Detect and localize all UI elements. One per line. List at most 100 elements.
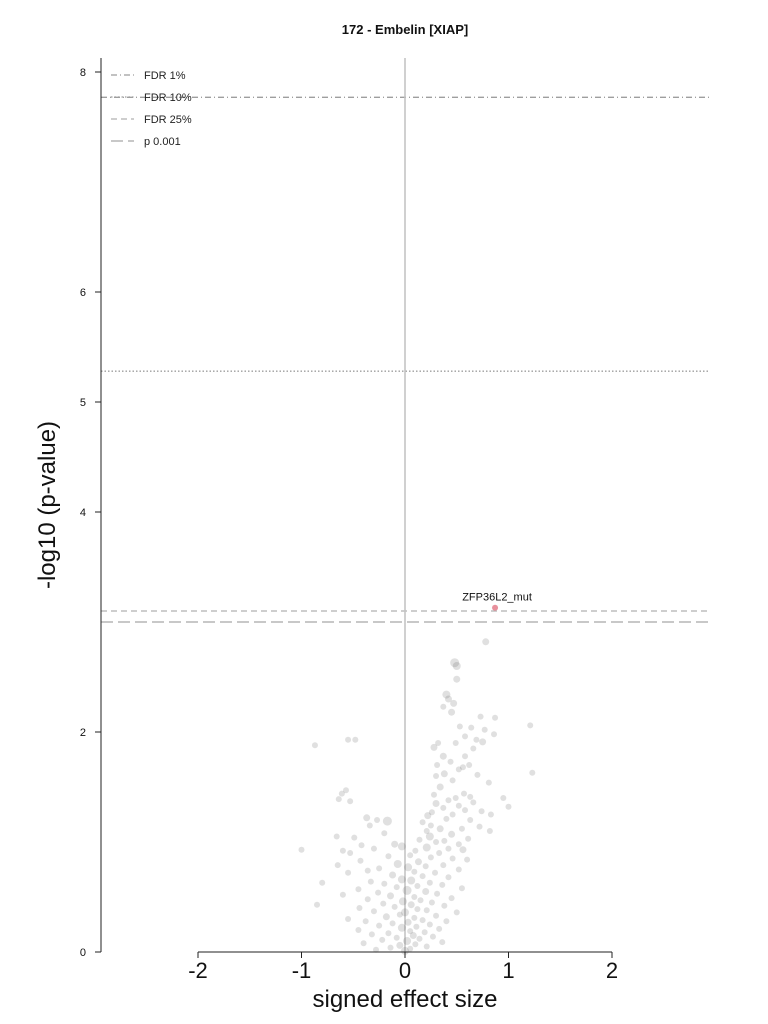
x-tick-label: -1 [292,958,312,983]
data-point [434,762,441,768]
data-point [479,738,487,746]
data-point [442,690,451,699]
data-point [396,911,403,918]
data-point [436,925,443,932]
data-point [452,740,459,746]
data-point [380,900,387,907]
data-point [407,901,415,909]
data-point [416,935,423,942]
data-point [476,823,483,830]
data-point [492,714,499,721]
data-point [436,850,443,856]
data-point [527,722,534,729]
data-point [319,879,326,886]
data-point [467,793,474,800]
legend-label: p 0.001 [144,136,181,148]
data-point [407,928,414,935]
data-point [387,892,395,900]
data-point [440,703,447,710]
data-point [373,946,380,953]
data-point [449,855,456,862]
data-point [381,880,388,887]
data-point [397,875,406,884]
data-point [393,860,402,868]
data-point [376,865,383,872]
data-point [432,800,440,807]
data-point [397,842,406,851]
data-point [419,917,426,924]
data-point [343,787,350,794]
data-point [422,888,430,895]
data-point [448,830,456,838]
data-point [430,791,437,798]
data-point [445,874,452,881]
data-point [382,816,392,826]
data-point [436,783,444,791]
data-point [374,817,381,823]
data-point [345,736,352,743]
data-point [426,879,433,886]
data-point [363,814,371,822]
data-point [298,846,305,853]
data-point [355,886,362,893]
data-point [529,769,536,776]
data-point [314,901,321,908]
data-point [485,779,492,786]
data-point [402,885,412,895]
data-point [444,695,452,703]
legend-label: FDR 1% [144,70,186,82]
data-point [452,795,459,801]
data-point [432,869,439,876]
data-point [335,796,342,803]
y-axis-label: -log10 (p-value) [34,421,61,589]
data-point [358,842,365,849]
data-point [428,809,435,816]
legend-label: FDR 25% [144,114,192,126]
data-point [407,945,414,952]
data-point [397,923,406,932]
data-point [443,918,450,925]
data-point [385,930,392,937]
data-point [370,845,377,852]
data-point [367,878,374,885]
data-point [470,745,477,752]
data-point [364,896,371,903]
data-point [370,908,377,915]
data-point [474,771,481,778]
data-point [364,867,371,874]
x-tick-label: 1 [502,958,514,983]
data-point [449,811,456,818]
data-point [427,854,434,861]
data-point [470,799,477,806]
data-point [421,929,428,936]
data-point [375,889,382,896]
data-point [407,852,414,859]
data-point [404,863,413,872]
data-point [413,923,420,930]
data-point [404,918,412,926]
data-point [333,833,340,840]
data-point [468,724,475,731]
data-point [439,939,446,946]
data-point [462,733,469,740]
legend-label: FDR 10% [144,92,192,104]
data-point [467,817,474,823]
data-point [448,708,456,716]
data-point [411,894,418,900]
data-point [345,869,352,876]
x-axis: -2 -1 0 1 2 [188,951,618,983]
data-point [440,862,447,869]
data-point [366,822,373,829]
data-point [417,897,424,904]
data-point [357,857,364,864]
data-point [360,940,367,947]
chart-title: 172 - Embelin [XIAP] [342,22,468,37]
data-point [456,723,463,730]
data-point [455,766,462,773]
data-point [339,847,346,854]
data-point [430,743,438,751]
data-point [407,876,416,885]
data-point [440,804,447,811]
data-point [487,811,494,818]
data-point [419,819,426,826]
